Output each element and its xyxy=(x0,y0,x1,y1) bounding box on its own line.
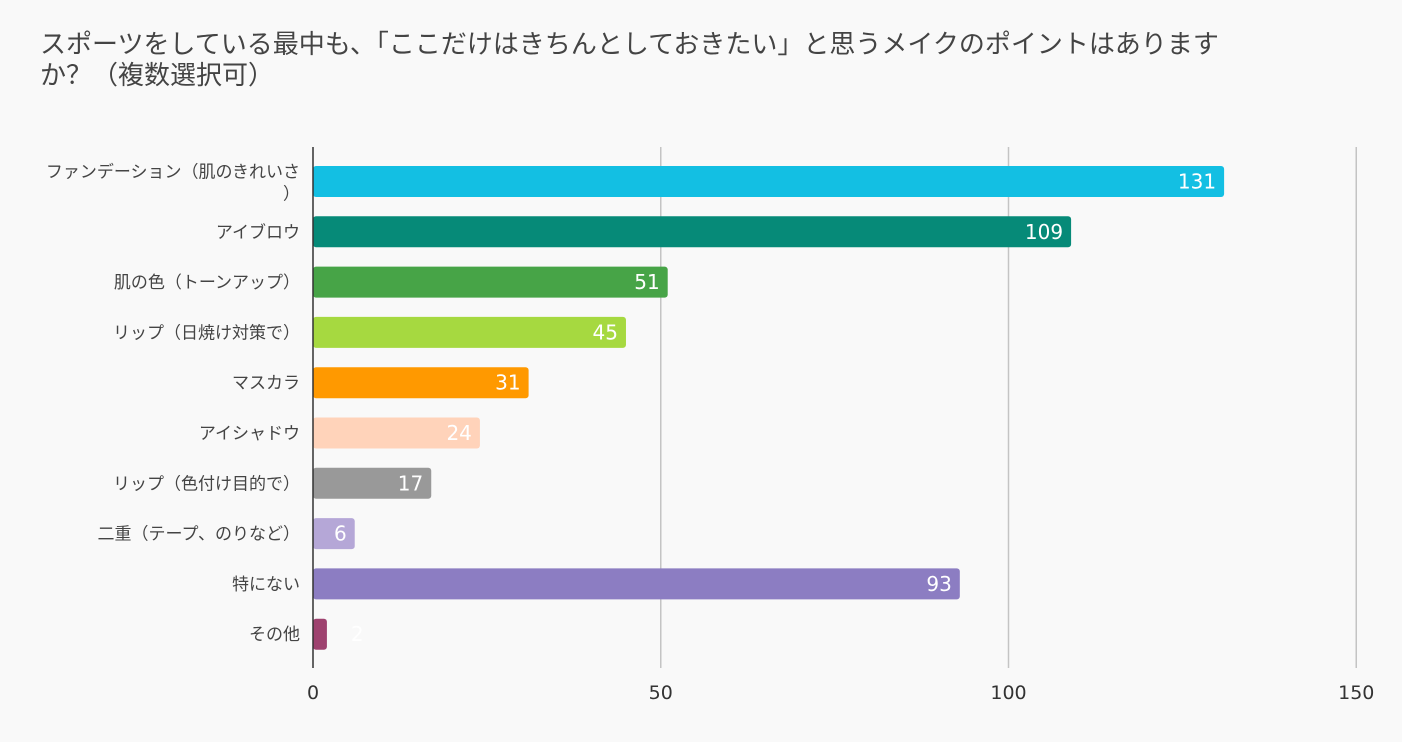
bar xyxy=(313,518,355,550)
data-label: 24 xyxy=(446,421,471,445)
category-label: 特にない xyxy=(232,575,300,595)
bar xyxy=(313,316,626,348)
chart-title: スポーツをしている最中も、「ここだけはきちんとしておきたい」と思うメイクのポイン… xyxy=(40,30,1219,91)
category-label: アイシャドウ xyxy=(199,424,300,444)
data-label: 45 xyxy=(593,320,618,344)
category-label: リップ（色付け目的で） xyxy=(113,474,300,494)
bar xyxy=(313,216,1072,248)
data-label: 17 xyxy=(398,471,423,495)
bar xyxy=(313,417,480,449)
x-tick-label: 50 xyxy=(649,682,673,704)
bar xyxy=(313,618,327,650)
data-label: 2 xyxy=(351,622,364,646)
bar xyxy=(313,367,529,399)
category-label: マスカラ xyxy=(232,374,300,394)
category-label: リップ（日焼け対策で） xyxy=(113,323,300,343)
bar xyxy=(313,166,1225,197)
data-label: 131 xyxy=(1178,170,1216,194)
data-label: 6 xyxy=(334,522,347,546)
bar xyxy=(313,568,960,600)
category-label: その他 xyxy=(249,625,300,645)
category-label: 二重（テープ、のりなど） xyxy=(98,525,300,545)
x-tick-label: 0 xyxy=(307,682,319,704)
data-label: 109 xyxy=(1025,220,1063,244)
data-label: 31 xyxy=(495,371,520,395)
x-tick-label: 150 xyxy=(1338,682,1374,704)
bar xyxy=(313,467,432,499)
x-tick-label: 100 xyxy=(990,682,1026,704)
category-label: アイブロウ xyxy=(216,222,300,243)
data-label: 51 xyxy=(634,270,659,294)
category-label: ファンデーション（肌のきれいさ） xyxy=(46,162,300,205)
bar xyxy=(313,266,668,298)
data-label: 93 xyxy=(926,572,951,596)
category-label: 肌の色（トーンアップ） xyxy=(114,273,300,293)
